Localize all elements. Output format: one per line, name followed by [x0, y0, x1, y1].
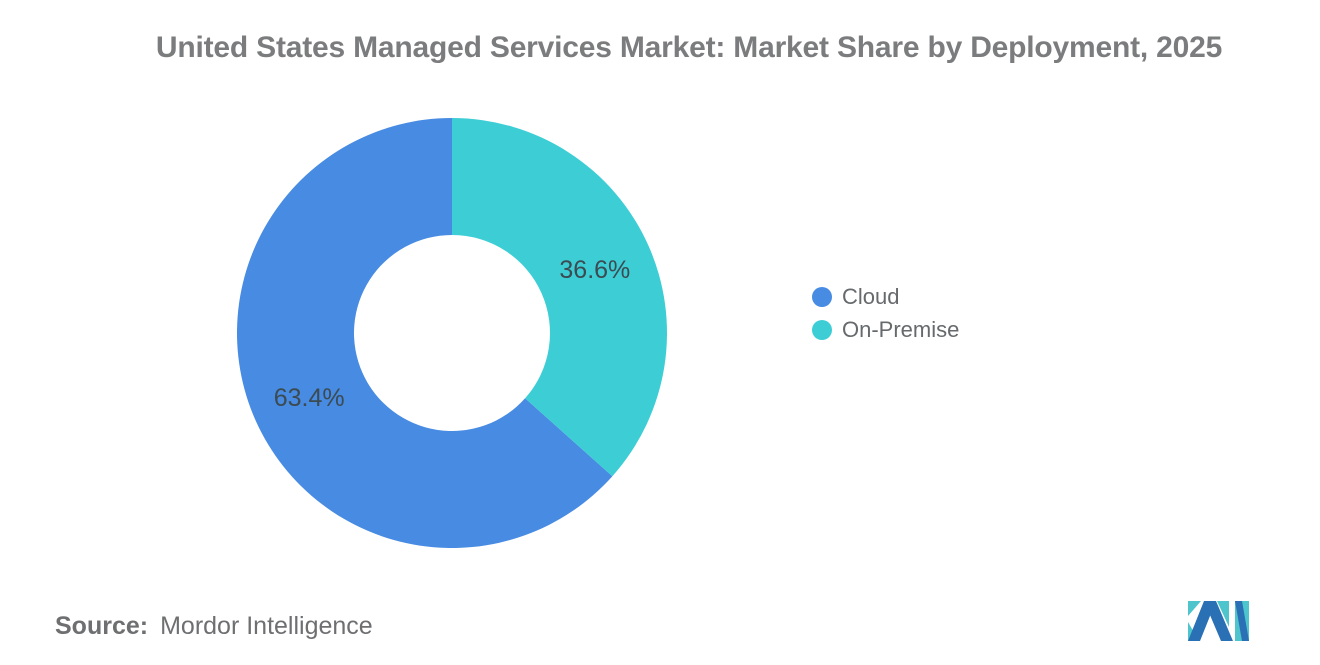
legend: Cloud On-Premise — [812, 284, 960, 342]
donut-slice-cloud — [237, 118, 613, 548]
source-value: Mordor Intelligence — [160, 612, 373, 640]
donut-chart: 63.4% 36.6% — [237, 118, 668, 548]
legend-swatch-on-premise-icon — [812, 320, 832, 340]
legend-item-on-premise: On-Premise — [812, 317, 960, 342]
source-label: Source: — [55, 612, 149, 640]
legend-item-cloud: Cloud — [812, 284, 959, 309]
slice-label-on-premise: 36.6% — [559, 256, 630, 284]
legend-label-on-premise: On-Premise — [842, 317, 960, 342]
source-line: Source: Mordor Intelligence — [55, 612, 373, 641]
slice-label-cloud: 63.4% — [274, 384, 345, 412]
legend-swatch-cloud-icon — [812, 287, 832, 307]
legend-label-cloud: Cloud — [842, 284, 900, 309]
mordor-intelligence-logo — [1188, 601, 1249, 641]
donut-slice-on-premise — [452, 118, 668, 477]
chart-title: United States Managed Services Market: M… — [155, 31, 1223, 64]
